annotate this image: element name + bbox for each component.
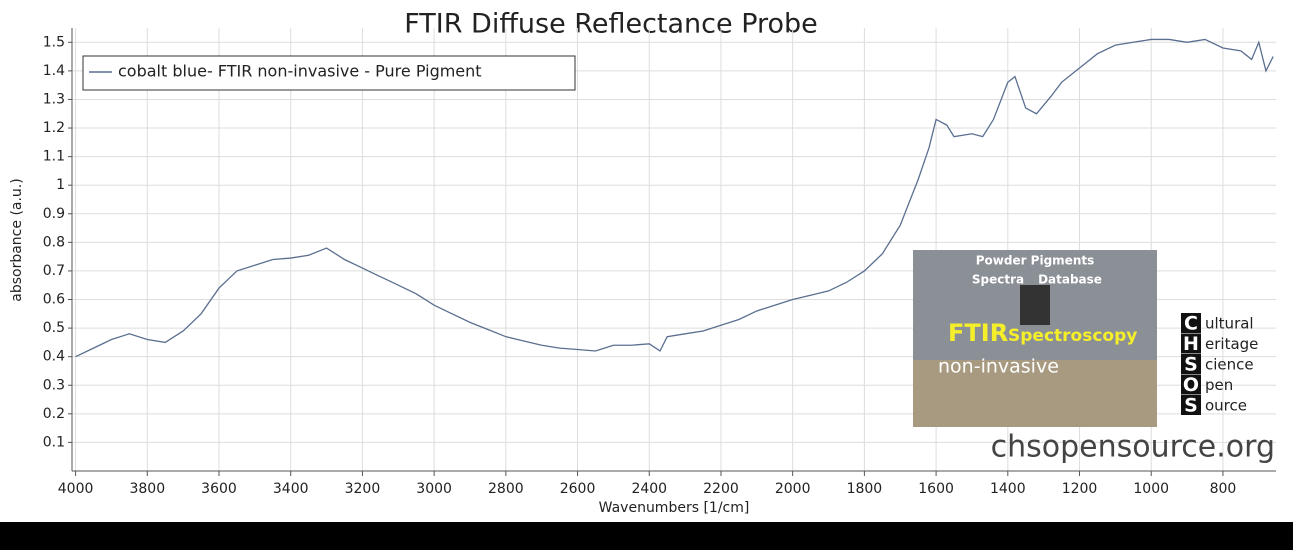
bottom-bar — [0, 522, 1293, 550]
y-tick-label: 0.4 — [43, 349, 65, 365]
photo-device — [1020, 285, 1050, 325]
photo-title: FTIR — [948, 319, 1008, 347]
x-tick-label: 1000 — [1133, 481, 1169, 497]
y-tick-label: 1 — [56, 177, 65, 193]
x-tick-label: 1200 — [1062, 481, 1098, 497]
logo-block — [1181, 395, 1201, 415]
series-line — [75, 38, 1274, 358]
y-tick-label: 0.8 — [43, 234, 65, 250]
photo-subtitle: Spectroscopy — [1008, 326, 1137, 346]
logo-block — [1181, 313, 1201, 333]
x-tick-label: 3000 — [416, 481, 452, 497]
y-tick-label: 0.1 — [43, 434, 65, 450]
x-tick-label: 2600 — [560, 481, 596, 497]
url: chsopensource.org — [991, 430, 1275, 465]
logo-block — [1181, 374, 1201, 395]
logo-block — [1181, 333, 1201, 354]
x-tick-label: 2800 — [488, 481, 524, 497]
x-tick-label: 1400 — [990, 481, 1026, 497]
logo-letter: H — [1183, 333, 1199, 355]
logo-letter: C — [1184, 313, 1198, 335]
y-tick-label: 0.6 — [43, 292, 65, 308]
x-tick-label: 4000 — [58, 481, 94, 497]
photo-text: Spectra — [972, 273, 1024, 287]
x-tick-label: 2400 — [631, 481, 667, 497]
photo-table — [913, 360, 1157, 427]
y-tick-label: 0.5 — [43, 320, 65, 336]
legend — [82, 55, 576, 91]
x-tick-label: 2000 — [775, 481, 811, 497]
photo-tag: non-invasive — [938, 356, 1059, 378]
y-tick-label: 1.5 — [43, 34, 65, 50]
photo-text: Database — [1038, 273, 1102, 287]
x-tick-label: 3600 — [201, 481, 237, 497]
x-tick-label: 3400 — [273, 481, 309, 497]
chart-title: FTIR Diffuse Reflectance Probe — [404, 9, 818, 40]
x-tick-label: 3800 — [129, 481, 165, 497]
logo-block — [1181, 354, 1201, 374]
logo-word: eritage — [1205, 335, 1258, 353]
y-tick-label: 0.9 — [43, 206, 65, 222]
x-axis-label: Wavenumbers [1/cm] — [599, 500, 750, 516]
y-tick-label: 1.1 — [43, 149, 65, 165]
logo-letter: S — [1184, 354, 1198, 376]
y-tick-label: 1.4 — [43, 63, 65, 79]
photo: Powder Pigments Spectra Database FTIR Sp… — [913, 250, 1157, 427]
logo-word: cience — [1205, 356, 1254, 374]
photo-text: Powder Pigments — [976, 254, 1095, 268]
y-tick-label: 0.3 — [43, 377, 65, 393]
logo-letter: S — [1184, 395, 1198, 417]
x-tick-label: 3200 — [345, 481, 381, 497]
x-tick-label: 2200 — [703, 481, 739, 497]
legend-label: cobalt blue- FTIR non-invasive - Pure Pi… — [118, 62, 482, 81]
x-tick-label: 800 — [1210, 481, 1237, 497]
y-tick-label: 0.2 — [43, 406, 65, 422]
y-tick-label: 1.2 — [43, 120, 65, 136]
x-tick-label: 1800 — [847, 481, 883, 497]
y-tick-label: 0.7 — [43, 263, 65, 279]
logo-word: ource — [1205, 397, 1247, 415]
logo-word: ultural — [1205, 315, 1254, 333]
y-axis-label: absorbance (a.u.) — [9, 178, 25, 301]
x-tick-label: 1600 — [918, 481, 954, 497]
plot — [75, 38, 1274, 358]
logo-word: pen — [1205, 376, 1233, 394]
logo-letter: O — [1183, 374, 1199, 396]
y-tick-label: 1.3 — [43, 91, 65, 107]
